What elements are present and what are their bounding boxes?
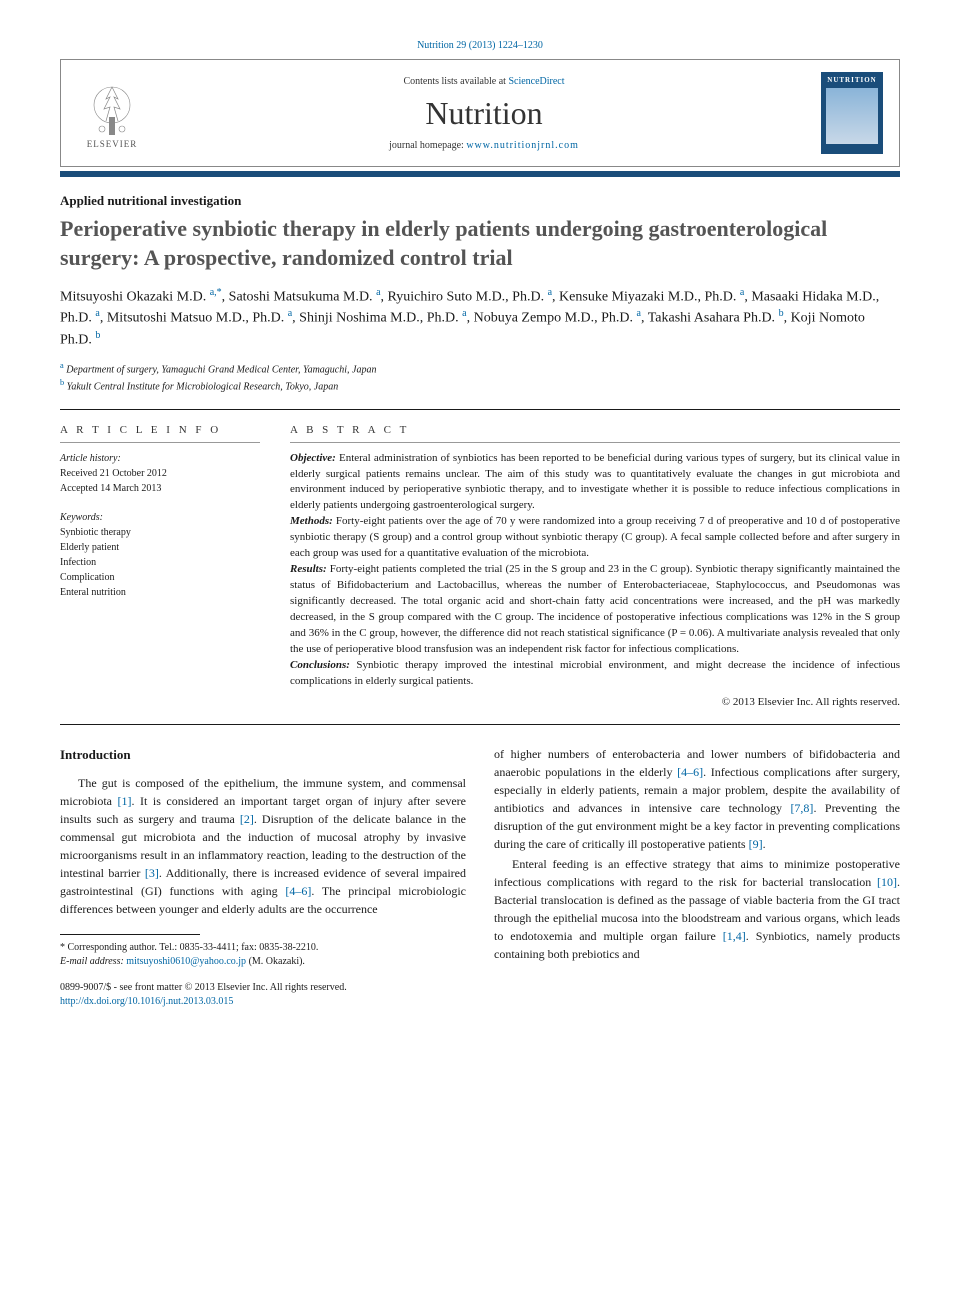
article-type: Applied nutritional investigation: [60, 193, 900, 209]
body-column-right: of higher numbers of enterobacteria and …: [494, 745, 900, 1010]
keyword-item: Infection: [60, 555, 260, 570]
history-label: Article history:: [60, 451, 260, 466]
results-text: Forty-eight patients completed the trial…: [290, 563, 900, 655]
article-info-heading: A R T I C L E I N F O: [60, 424, 260, 443]
accepted-date: Accepted 14 March 2013: [60, 481, 260, 496]
front-matter-line: 0899-9007/$ - see front matter © 2013 El…: [60, 981, 466, 995]
journal-header-box: ELSEVIER Contents lists available at Sci…: [60, 59, 900, 167]
results-lead: Results:: [290, 563, 327, 575]
abstract-column: A B S T R A C T Objective: Enteral admin…: [290, 424, 900, 708]
header-citation: Nutrition 29 (2013) 1224–1230: [60, 40, 900, 51]
homepage-line: journal homepage: www.nutritionjrnl.com: [147, 140, 821, 151]
sciencedirect-link[interactable]: ScienceDirect: [508, 76, 564, 87]
corresponding-email-link[interactable]: mitsuyoshi0610@yahoo.co.jp: [126, 956, 246, 967]
abstract-copyright: © 2013 Elsevier Inc. All rights reserved…: [290, 696, 900, 708]
header-center: Contents lists available at ScienceDirec…: [147, 76, 821, 151]
homepage-prefix: journal homepage:: [389, 140, 466, 151]
intro-paragraph-1-cont: of higher numbers of enterobacteria and …: [494, 745, 900, 853]
thumb-image: [826, 88, 878, 144]
conclusions-lead: Conclusions:: [290, 659, 350, 671]
intro-paragraph-1: The gut is composed of the epithelium, t…: [60, 774, 466, 918]
body-column-left: Introduction The gut is composed of the …: [60, 745, 466, 1010]
corresponding-line: * Corresponding author. Tel.: 0835-33-44…: [60, 941, 466, 955]
conclusions-text: Synbiotic therapy improved the intestina…: [290, 659, 900, 687]
article-info-abstract-row: A R T I C L E I N F O Article history: R…: [60, 409, 900, 708]
homepage-link[interactable]: www.nutritionjrnl.com: [466, 140, 579, 151]
contents-available-line: Contents lists available at ScienceDirec…: [147, 76, 821, 87]
keyword-item: Complication: [60, 570, 260, 585]
article-history: Article history: Received 21 October 201…: [60, 451, 260, 496]
received-date: Received 21 October 2012: [60, 466, 260, 481]
page-footer: 0899-9007/$ - see front matter © 2013 El…: [60, 981, 466, 1009]
email-suffix: (M. Okazaki).: [246, 956, 305, 967]
methods-lead: Methods:: [290, 515, 333, 527]
corresponding-author-footnote: * Corresponding author. Tel.: 0835-33-44…: [60, 941, 466, 969]
keyword-item: Synbiotic therapy: [60, 525, 260, 540]
article-title: Perioperative synbiotic therapy in elder…: [60, 215, 900, 272]
keyword-item: Elderly patient: [60, 540, 260, 555]
email-label: E-mail address:: [60, 956, 124, 967]
introduction-heading: Introduction: [60, 745, 466, 765]
objective-text: Enteral administration of synbiotics has…: [290, 452, 900, 512]
abstract-body: Objective: Enteral administration of syn…: [290, 451, 900, 690]
keywords-block: Keywords: Synbiotic therapyElderly patie…: [60, 510, 260, 600]
thumb-title: NUTRITION: [827, 76, 876, 84]
elsevier-logo: ELSEVIER: [77, 73, 147, 153]
journal-cover-thumbnail: NUTRITION: [821, 72, 883, 154]
affiliations: a Department of surgery, Yamaguchi Grand…: [60, 360, 900, 395]
footnote-separator: [60, 934, 200, 935]
keyword-item: Enteral nutrition: [60, 585, 260, 600]
author-list: Mitsuyoshi Okazaki M.D. a,*, Satoshi Mat…: [60, 286, 900, 350]
elsevier-tree-icon: [82, 77, 142, 137]
article-info-column: A R T I C L E I N F O Article history: R…: [60, 424, 260, 708]
methods-text: Forty-eight patients over the age of 70 …: [290, 515, 900, 559]
keywords-label: Keywords:: [60, 510, 260, 525]
affiliation-a: a Department of surgery, Yamaguchi Grand…: [60, 360, 900, 377]
color-bar: [60, 171, 900, 177]
affiliation-b: b Yakult Central Institute for Microbiol…: [60, 377, 900, 394]
intro-paragraph-2: Enteral feeding is an effective strategy…: [494, 855, 900, 963]
journal-name: Nutrition: [147, 95, 821, 132]
objective-lead: Objective:: [290, 452, 336, 464]
elsevier-wordmark: ELSEVIER: [87, 139, 138, 149]
body-columns: Introduction The gut is composed of the …: [60, 745, 900, 1010]
section-divider: [60, 724, 900, 725]
abstract-heading: A B S T R A C T: [290, 424, 900, 443]
contents-prefix: Contents lists available at: [403, 76, 508, 87]
doi-link[interactable]: http://dx.doi.org/10.1016/j.nut.2013.03.…: [60, 996, 233, 1007]
